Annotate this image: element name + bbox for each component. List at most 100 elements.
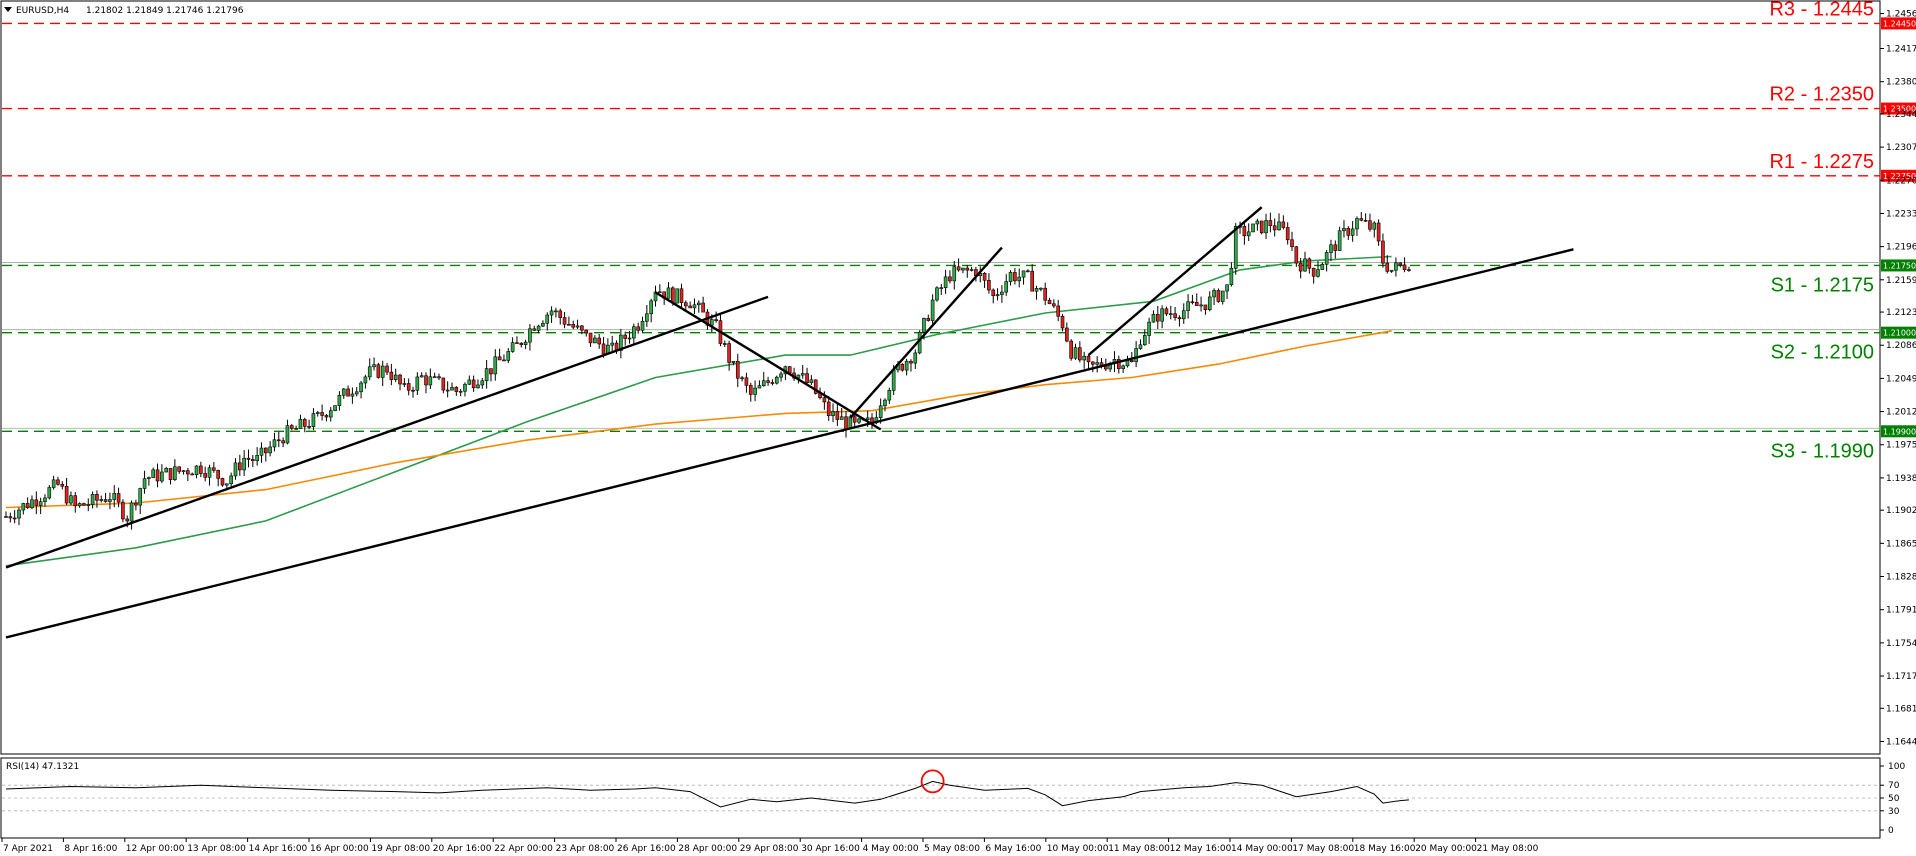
candle-body <box>865 417 870 421</box>
candle-body <box>497 356 502 361</box>
candle <box>1389 269 1394 273</box>
candle <box>757 380 762 389</box>
candle-body <box>688 305 692 309</box>
candle <box>878 398 883 424</box>
candle <box>1065 322 1069 343</box>
rsi-tick-label: 30 <box>1888 807 1900 817</box>
candle <box>1181 303 1186 324</box>
candle-body <box>415 376 420 391</box>
time-tick-label: 11 May 08:00 <box>1108 844 1170 854</box>
candle <box>1212 288 1216 306</box>
candle-body <box>948 276 952 282</box>
candle-body <box>328 410 333 418</box>
candle <box>831 403 835 423</box>
candle-body <box>372 364 376 368</box>
candle <box>1125 355 1130 368</box>
candle <box>458 389 463 397</box>
candle <box>1164 306 1169 316</box>
candle-body <box>1026 270 1030 273</box>
symbol-dropdown-icon[interactable] <box>4 7 12 12</box>
candle-body <box>1091 361 1095 365</box>
candle <box>588 332 593 347</box>
candle <box>90 491 95 509</box>
candle-body <box>1333 244 1338 251</box>
price-tick-label: 1.17910 <box>1886 606 1916 616</box>
candle <box>701 296 705 313</box>
candle <box>424 372 428 394</box>
candle <box>199 461 203 478</box>
candle-body <box>666 287 671 299</box>
candle-body <box>1065 327 1069 342</box>
candle <box>60 481 65 490</box>
candle-body <box>982 272 987 281</box>
candle-body <box>389 371 394 380</box>
candle <box>727 340 731 371</box>
trendline <box>654 291 882 431</box>
candle-body <box>1251 223 1255 233</box>
candle <box>463 382 467 397</box>
candle-body <box>298 419 303 429</box>
candle-body <box>965 267 970 271</box>
candle-body <box>740 377 744 380</box>
candle <box>943 269 948 294</box>
candle <box>1303 251 1307 272</box>
candle <box>142 470 147 494</box>
resistance-label: R2 - 1.2350 <box>1769 84 1874 106</box>
candle <box>1190 294 1195 305</box>
candle-body <box>263 447 268 454</box>
candle-body <box>1073 347 1078 359</box>
price-tick-label: 1.22330 <box>1886 209 1916 219</box>
price-tick-label: 1.19750 <box>1886 441 1916 451</box>
candle <box>541 320 545 328</box>
trendlines <box>5 206 1574 639</box>
candle-body <box>1407 269 1411 272</box>
candle <box>675 288 679 304</box>
candle <box>51 475 56 490</box>
candle-body <box>333 405 337 411</box>
candle-body <box>1017 276 1022 282</box>
candle-body <box>684 302 688 307</box>
candle-body <box>8 516 13 519</box>
candle <box>844 411 848 438</box>
candle-body <box>142 478 147 489</box>
candle-body <box>341 388 346 396</box>
candle <box>1056 299 1060 322</box>
candle-body <box>597 337 602 345</box>
candle <box>138 487 143 515</box>
candle <box>64 477 69 506</box>
candle-body <box>64 485 69 504</box>
candle-body <box>38 501 43 506</box>
candle-body <box>1355 218 1359 230</box>
candle-body <box>1000 291 1004 295</box>
candle <box>1316 261 1320 278</box>
support-resistance-levels: R3 - 1.2445 1.24450 R2 - 1.2350 1.23500 R1 -… <box>2 0 1916 462</box>
candle-body <box>220 478 225 486</box>
resistance-label: R3 - 1.2445 <box>1769 0 1874 20</box>
candle-body <box>956 266 961 271</box>
candle-body <box>640 321 645 331</box>
candle <box>1298 257 1303 279</box>
candle-body <box>696 302 701 306</box>
candle-body <box>476 384 480 389</box>
candle <box>870 413 874 429</box>
candle-body <box>961 267 965 271</box>
candle-body <box>519 342 524 345</box>
candle <box>359 380 363 399</box>
price-tick-label: 1.18280 <box>1886 573 1916 583</box>
candle <box>1376 219 1381 246</box>
candle-body <box>199 465 203 474</box>
candle-body <box>835 411 840 420</box>
candle <box>1207 291 1212 312</box>
main-panel-border <box>0 0 1881 755</box>
candle-body <box>419 375 424 378</box>
candle <box>913 349 918 369</box>
candle <box>1017 268 1022 288</box>
candle-body <box>406 383 411 391</box>
candle-body <box>813 379 818 394</box>
candle-body <box>242 457 246 471</box>
rsi-tick-label: 70 <box>1888 781 1900 791</box>
candle-body <box>1368 220 1372 230</box>
candle <box>1069 339 1073 361</box>
candle-body <box>489 368 493 375</box>
candle <box>95 490 99 508</box>
